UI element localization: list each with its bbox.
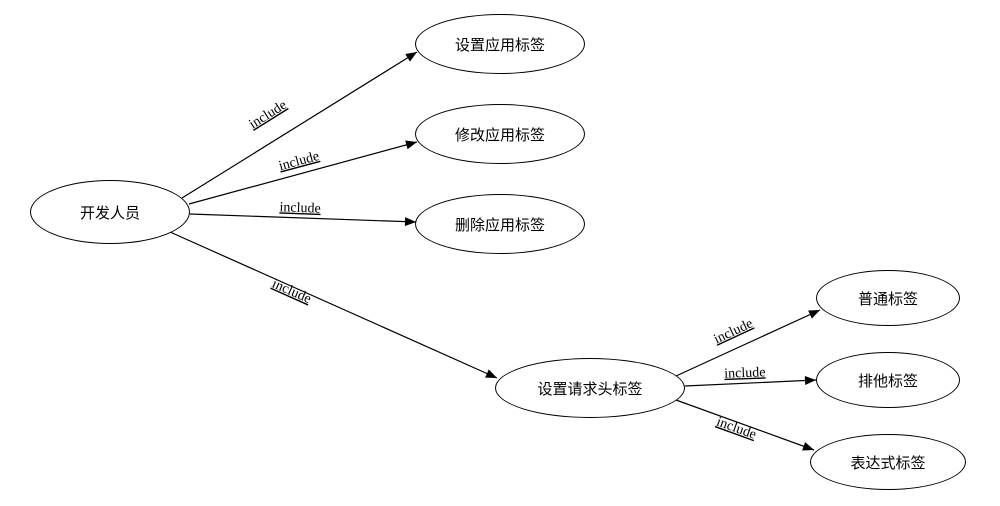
edge-label: include (279, 200, 321, 216)
node-label: 设置请求头标签 (537, 378, 642, 399)
node-label: 普通标签 (858, 288, 918, 309)
edge-label: include (277, 149, 321, 174)
node-label: 修改应用标签 (455, 124, 545, 145)
edge-arrowhead (485, 369, 497, 378)
node-uc4: 设置请求头标签 (495, 358, 685, 418)
node-sub3: 表达式标签 (810, 434, 966, 490)
node-sub2: 排他标签 (816, 352, 960, 408)
edge-line (676, 400, 814, 450)
edge-label: include (270, 277, 314, 307)
node-label: 删除应用标签 (455, 214, 545, 235)
edge-arrowhead (802, 442, 814, 450)
edge-arrowhead (805, 376, 816, 385)
edge-line (189, 142, 417, 204)
node-uc3: 删除应用标签 (415, 194, 585, 254)
node-label: 开发人员 (80, 202, 140, 223)
edge-line (182, 52, 417, 198)
node-uc1: 设置应用标签 (415, 14, 585, 74)
edge-arrowhead (405, 141, 417, 150)
edge-label: include (714, 415, 758, 443)
edge-line (685, 380, 816, 386)
node-sub1: 普通标签 (816, 270, 960, 326)
edge-line (190, 214, 416, 222)
edge-label: include (247, 98, 290, 133)
node-uc2: 修改应用标签 (415, 104, 585, 164)
node-actor: 开发人员 (30, 180, 190, 244)
edge-arrowhead (405, 52, 417, 62)
node-label: 设置应用标签 (455, 34, 545, 55)
edge-line (676, 310, 820, 376)
node-label: 排他标签 (858, 370, 918, 391)
edge-line (170, 232, 497, 378)
edge-label: include (724, 365, 766, 381)
node-label: 表达式标签 (850, 452, 925, 473)
edge-arrowhead (808, 310, 820, 319)
edge-label: include (712, 316, 756, 347)
